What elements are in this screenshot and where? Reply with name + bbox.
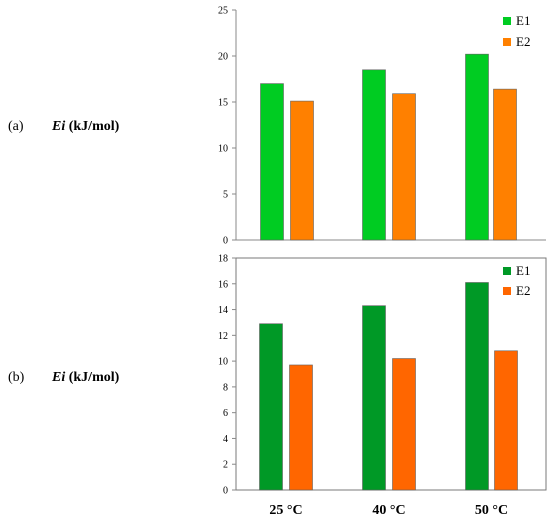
panel-a-ytick-label: 10 [218, 144, 228, 155]
panel-a-ylabel-symbol: Ei [52, 119, 66, 134]
panel-b-frame [235, 257, 547, 491]
panel-a-ytick-label: 20 [218, 52, 228, 63]
panel-a-bar-e1-1 [362, 69, 386, 241]
panel-b-bar-e2-2 [494, 350, 518, 491]
panel-b-legend-swatch-e2 [503, 287, 511, 295]
panel-a-bar-e2-0 [290, 100, 314, 241]
panel-a-ytick-label: 0 [223, 236, 228, 247]
panel-a-ytick-label: 15 [218, 98, 228, 109]
panel-b-bar-e2-1 [392, 358, 416, 491]
panel-b-ytick-label: 14 [218, 305, 228, 316]
panel-b-ytick-label: 4 [223, 434, 228, 445]
panel-b-legend-label-e2: E2 [516, 283, 530, 298]
panel-b-category-label: 50 °C [475, 503, 508, 518]
panel-b-ytick-label: 10 [218, 357, 228, 368]
panel-b-bar-e1-2 [465, 282, 489, 491]
panel-b-ytick-label: 0 [223, 486, 228, 497]
panel-b-category-label: 40 °C [372, 503, 405, 518]
panel-b-bar-e2-0 [289, 364, 313, 491]
panel-a-ytick-label: 5 [223, 190, 228, 201]
panel-a-letter: (a) [8, 119, 24, 134]
panel-b-legend-label-e1: E1 [516, 263, 530, 278]
panel-a-bar-e1-2 [465, 53, 489, 241]
panel-b-ytick-label: 8 [223, 382, 228, 393]
panel-b-legend-swatch-e1 [503, 267, 511, 275]
panel-b-letter: (b) [8, 370, 25, 385]
panel-b-ytick-label: 18 [218, 254, 228, 265]
panel-b-bar-e1-1 [362, 305, 386, 491]
panel-a-legend-swatch-e2 [503, 38, 511, 46]
panel-b-ytick-label: 2 [223, 460, 228, 471]
panel-a-bar-e2-2 [493, 88, 517, 241]
panel-b-ylabel: Ei (kJ/mol) [52, 370, 119, 386]
panel-b-ytick-label: 6 [223, 408, 228, 419]
panel-b-ylabel-symbol: Ei [52, 370, 66, 385]
panel-b-ytick-label: 16 [218, 279, 228, 290]
panel-b-ytick-label: 12 [218, 331, 228, 342]
panel-a-legend-label-e2: E2 [516, 34, 530, 49]
panel-a-bar-e1-0 [260, 83, 284, 241]
panel-a-legend-swatch-e1 [503, 17, 511, 25]
panel-a-legend-label-e1: E1 [516, 13, 530, 28]
panel-a-ylabel: Ei (kJ/mol) [52, 119, 119, 135]
panel-a-bar-e2-1 [392, 93, 416, 241]
panel-b-category-label: 25 °C [269, 503, 302, 518]
panel-b-ylabel-unit: (kJ/mol) [68, 370, 120, 385]
panel-b-bar-e1-0 [259, 323, 283, 491]
panel-a-ylabel-unit: (kJ/mol) [68, 119, 120, 134]
panel-a-ytick-label: 25 [218, 6, 228, 17]
